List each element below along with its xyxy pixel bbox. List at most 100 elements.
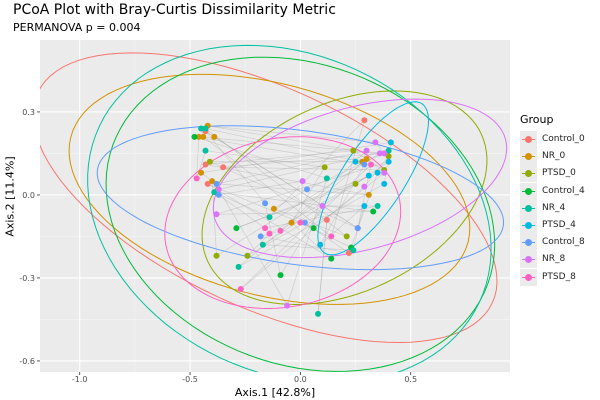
connecting-line xyxy=(357,205,365,229)
legend-key-icon xyxy=(520,199,537,217)
legend-item: PTSD_0 xyxy=(520,165,585,183)
legend-key-icon xyxy=(520,268,537,286)
connecting-line xyxy=(207,183,314,229)
point-nr_8 xyxy=(213,211,220,218)
point-ptsd_8 xyxy=(367,161,374,168)
legend-item: NR_4 xyxy=(520,199,585,217)
point-control_8 xyxy=(354,225,361,232)
point-nr_4 xyxy=(198,125,205,132)
point-nr_8 xyxy=(299,178,306,185)
connecting-line xyxy=(196,150,206,179)
legend-item: Control_4 xyxy=(520,182,585,200)
connecting-line xyxy=(194,136,365,165)
legend-label: PTSD_4 xyxy=(542,220,576,231)
point-control_8 xyxy=(213,180,220,187)
connecting-line xyxy=(262,244,354,251)
point-ptsd_4 xyxy=(387,139,394,146)
point-nr_0 xyxy=(211,133,218,140)
connecting-line xyxy=(205,164,369,196)
point-control_8 xyxy=(262,200,269,207)
connecting-line xyxy=(300,222,352,248)
point-ptsd_4 xyxy=(365,172,372,179)
ellipse-nr_0 xyxy=(68,73,471,305)
point-nr_0 xyxy=(288,219,295,226)
point-nr_8 xyxy=(284,302,291,309)
legend-item: PTSD_8 xyxy=(520,268,585,286)
connecting-line xyxy=(223,153,380,168)
legend-key-icon xyxy=(520,182,537,200)
y-axis-label: Axis.2 [11.4%] xyxy=(3,156,17,237)
connecting-line xyxy=(238,158,367,268)
point-control_0 xyxy=(361,117,368,124)
connecting-line xyxy=(223,166,385,171)
point-ptsd_8 xyxy=(193,175,200,182)
point-ptsd_8 xyxy=(297,219,304,226)
connecting-line xyxy=(218,180,303,196)
connecting-line xyxy=(216,153,380,257)
point-nr_8 xyxy=(372,139,379,146)
point-ptsd_8 xyxy=(328,233,335,240)
connecting-line xyxy=(218,150,389,190)
connecting-line xyxy=(207,125,376,143)
connecting-line xyxy=(300,181,303,223)
connecting-line xyxy=(207,183,332,259)
point-nr_4 xyxy=(259,241,266,248)
point-nr_0 xyxy=(270,205,277,212)
connecting-line xyxy=(196,136,200,179)
connecting-line xyxy=(240,164,372,290)
point-control_8 xyxy=(303,186,310,193)
point-ptsd_0 xyxy=(350,147,357,154)
connecting-line xyxy=(247,233,270,257)
point-nr_4 xyxy=(266,214,273,221)
y-tick-label: -0.3 xyxy=(19,274,35,283)
y-tick-label: 0.3 xyxy=(22,108,35,117)
legend-label: Control_0 xyxy=(542,134,585,145)
connecting-line xyxy=(205,128,347,237)
connecting-line xyxy=(317,219,328,314)
connecting-line xyxy=(214,191,374,212)
legend-title: Group xyxy=(520,113,554,126)
point-ptsd_8 xyxy=(237,286,244,292)
connecting-line xyxy=(216,183,369,196)
point-control_4 xyxy=(233,225,240,232)
point-control_0 xyxy=(345,250,352,257)
point-nr_8 xyxy=(381,169,388,176)
point-ptsd_4 xyxy=(361,203,368,209)
x-tick-label: 0.0 xyxy=(294,375,307,384)
legend-label: Control_4 xyxy=(542,185,585,196)
legend-label: Control_8 xyxy=(542,237,585,248)
point-nr_0 xyxy=(200,133,207,140)
connecting-line xyxy=(273,189,308,210)
point-nr_8 xyxy=(215,186,222,193)
point-nr_8 xyxy=(363,147,370,154)
ellipse-control_0 xyxy=(40,52,498,344)
connecting-line xyxy=(306,150,389,190)
connecting-line xyxy=(205,131,266,204)
connecting-line xyxy=(209,161,358,229)
connecting-line xyxy=(330,120,365,237)
connecting-line xyxy=(269,119,365,218)
connecting-line xyxy=(218,194,266,229)
legend-label: NR_0 xyxy=(542,151,566,162)
point-control_8 xyxy=(257,233,264,240)
point-nr_4 xyxy=(202,125,209,132)
connecting-line xyxy=(319,164,365,245)
connecting-line xyxy=(247,222,305,257)
connecting-line xyxy=(260,236,349,254)
point-nr_8 xyxy=(361,183,368,190)
point-nr_0 xyxy=(365,191,372,198)
connecting-line xyxy=(291,167,325,223)
point-nr_0 xyxy=(363,155,370,162)
point-control_4 xyxy=(310,225,317,232)
connecting-line xyxy=(205,150,354,165)
point-control_0 xyxy=(204,180,211,187)
connecting-line xyxy=(216,211,374,215)
connecting-line xyxy=(355,161,389,185)
legend-item: Control_0 xyxy=(520,131,585,149)
point-nr_4 xyxy=(202,147,209,154)
point-nr_4 xyxy=(385,147,392,154)
point-control_8 xyxy=(215,191,222,198)
point-ptsd_8 xyxy=(277,227,284,234)
legend-label: NR_4 xyxy=(542,202,566,213)
